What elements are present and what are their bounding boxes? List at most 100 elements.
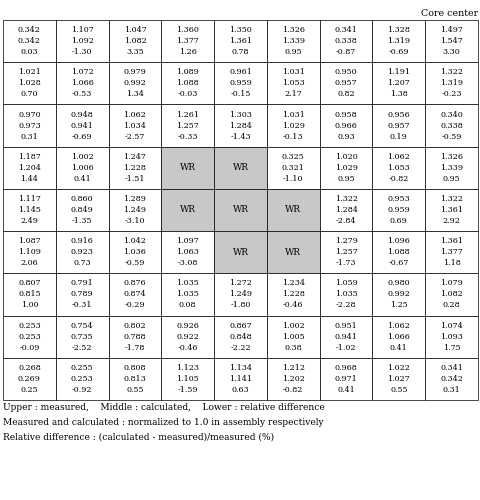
Bar [3, 358, 56, 400]
Text: 0.979: 0.979 [123, 68, 146, 76]
Bar [214, 231, 266, 274]
Text: 0.341: 0.341 [334, 26, 357, 34]
Text: 0.971: 0.971 [334, 375, 357, 383]
Text: 1.107: 1.107 [71, 26, 93, 34]
Text: 0.788: 0.788 [123, 332, 146, 340]
Text: 1.261: 1.261 [176, 110, 199, 118]
Text: -1.51: -1.51 [124, 175, 145, 183]
Text: Measured and calculated : normalized to 1.0 in assembly respectively: Measured and calculated : normalized to … [3, 418, 323, 427]
Text: 1.319: 1.319 [386, 37, 409, 45]
Text: 1.087: 1.087 [18, 237, 41, 245]
Text: 0.813: 0.813 [123, 375, 146, 383]
Text: WR: WR [285, 248, 300, 256]
Bar [266, 231, 319, 274]
Text: 0.253: 0.253 [71, 375, 93, 383]
Bar [214, 274, 266, 316]
Text: 0.342: 0.342 [18, 26, 41, 34]
Text: -0.46: -0.46 [282, 302, 303, 310]
Text: -0.09: -0.09 [19, 344, 39, 351]
Text: 1.047: 1.047 [123, 26, 146, 34]
Bar [319, 358, 372, 400]
Text: 1.319: 1.319 [439, 80, 462, 88]
Text: 1.289: 1.289 [123, 195, 146, 203]
Text: 1.145: 1.145 [18, 206, 41, 214]
Bar [266, 316, 319, 358]
Bar [108, 358, 161, 400]
Text: 1.066: 1.066 [386, 332, 409, 340]
Text: 3.30: 3.30 [442, 48, 459, 56]
Text: -1.02: -1.02 [335, 344, 356, 351]
Text: 0.255: 0.255 [71, 364, 93, 372]
Bar [214, 62, 266, 104]
Text: 0.269: 0.269 [18, 375, 41, 383]
Text: WR: WR [180, 206, 195, 214]
Text: 1.326: 1.326 [439, 153, 462, 161]
Text: 0.93: 0.93 [336, 132, 354, 140]
Text: 0.31: 0.31 [21, 132, 38, 140]
Text: 1.020: 1.020 [334, 153, 357, 161]
Bar [214, 20, 266, 62]
Text: 1.75: 1.75 [442, 344, 459, 351]
Text: 1.187: 1.187 [18, 153, 41, 161]
Bar [161, 104, 214, 146]
Text: 0.31: 0.31 [442, 386, 459, 394]
Bar [56, 316, 108, 358]
Text: 0.70: 0.70 [21, 90, 38, 98]
Text: 0.342: 0.342 [18, 37, 41, 45]
Text: Relative difference : (calculated - measured)/measured (%): Relative difference : (calculated - meas… [3, 433, 274, 442]
Text: 2.06: 2.06 [21, 259, 38, 267]
Text: 1.109: 1.109 [18, 248, 41, 256]
Text: 1.322: 1.322 [439, 68, 462, 76]
Text: 0.754: 0.754 [71, 322, 93, 330]
Text: 1.066: 1.066 [71, 80, 94, 88]
Text: Upper : measured,    Middle : calculated,    Lower : relative difference: Upper : measured, Middle : calculated, L… [3, 403, 324, 412]
Text: 1.029: 1.029 [281, 122, 304, 130]
Bar [3, 231, 56, 274]
Text: 1.005: 1.005 [281, 332, 304, 340]
Text: 1.377: 1.377 [176, 37, 199, 45]
Text: 1.105: 1.105 [176, 375, 199, 383]
Bar [56, 274, 108, 316]
Text: 1.123: 1.123 [176, 364, 199, 372]
Text: -0.33: -0.33 [177, 132, 198, 140]
Bar [108, 274, 161, 316]
Text: 0.321: 0.321 [281, 164, 304, 172]
Text: 0.19: 0.19 [389, 132, 407, 140]
Text: 0.968: 0.968 [334, 364, 357, 372]
Text: -1.80: -1.80 [230, 302, 250, 310]
Bar [108, 62, 161, 104]
Text: 1.141: 1.141 [228, 375, 252, 383]
Text: WR: WR [285, 206, 300, 214]
Bar [424, 358, 477, 400]
Text: -0.03: -0.03 [177, 90, 197, 98]
Text: 0.950: 0.950 [334, 68, 357, 76]
Bar [56, 20, 108, 62]
Bar [161, 146, 214, 189]
Text: 0.807: 0.807 [18, 280, 40, 287]
Text: 0.253: 0.253 [18, 332, 41, 340]
Text: WR: WR [232, 164, 248, 172]
Text: -0.82: -0.82 [283, 386, 303, 394]
Text: 1.096: 1.096 [386, 237, 409, 245]
Text: 0.82: 0.82 [336, 90, 354, 98]
Bar [108, 316, 161, 358]
Text: 0.338: 0.338 [334, 37, 357, 45]
Bar [266, 20, 319, 62]
Bar [424, 189, 477, 231]
Text: -0.15: -0.15 [230, 90, 250, 98]
Text: 1.361: 1.361 [439, 237, 462, 245]
Text: -2.52: -2.52 [72, 344, 92, 351]
Text: 0.08: 0.08 [179, 302, 196, 310]
Text: 1.082: 1.082 [439, 290, 462, 298]
Text: 0.980: 0.980 [387, 280, 409, 287]
Bar [372, 20, 424, 62]
Text: 1.497: 1.497 [439, 26, 462, 34]
Bar [424, 274, 477, 316]
Bar [214, 316, 266, 358]
Text: 1.234: 1.234 [281, 280, 304, 287]
Bar [108, 20, 161, 62]
Text: 0.948: 0.948 [71, 110, 93, 118]
Bar [372, 316, 424, 358]
Text: 1.249: 1.249 [228, 290, 252, 298]
Text: 0.03: 0.03 [21, 48, 38, 56]
